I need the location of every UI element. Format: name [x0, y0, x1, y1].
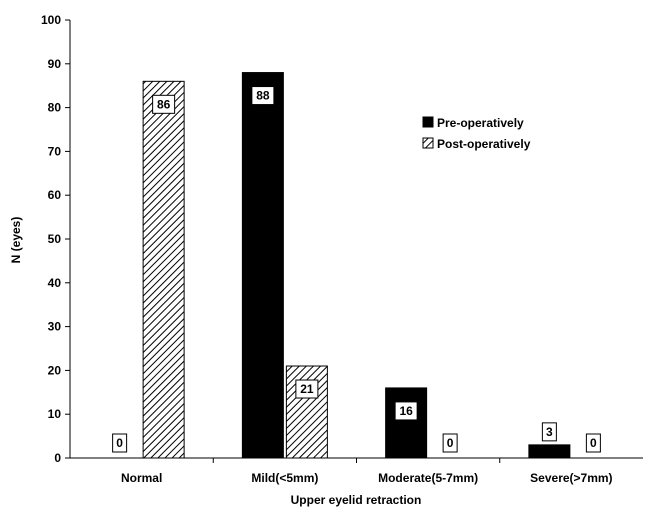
legend-swatch-post [422, 137, 434, 149]
y-tick-label: 10 [48, 407, 62, 421]
x-tick-label: Mild(<5mm) [251, 471, 318, 485]
y-axis-title: N (eyes) [9, 217, 23, 264]
y-tick-label: 70 [48, 144, 62, 158]
data-label-box [251, 86, 275, 106]
y-tick-label: 30 [48, 320, 62, 334]
y-tick-label: 60 [48, 188, 62, 202]
axes [69, 20, 643, 459]
data-label-box [152, 94, 176, 114]
x-tick-label: Moderate(5-7mm) [378, 471, 478, 485]
x-tick-label: Severe(>7mm) [530, 471, 612, 485]
legend-swatch-pre [422, 116, 434, 128]
data-label-box [394, 401, 418, 421]
data-label-box [541, 422, 557, 442]
data-labels: 0 86 88 21 16 0 3 0 [112, 86, 601, 453]
x-axis-ticks: Normal Mild(<5mm) Moderate(5-7mm) Severe(>7… [121, 458, 613, 485]
bar-pre [385, 387, 428, 459]
y-tick-label: 40 [48, 276, 62, 290]
legend-label-post: Post-operatively [437, 137, 531, 151]
x-tick-label: Normal [121, 471, 162, 485]
y-tick-label: 100 [41, 13, 61, 27]
data-label-box [112, 433, 128, 453]
data-label-box [442, 433, 458, 453]
data-label: 88 [256, 89, 270, 103]
y-axis-ticks: 0 10 20 30 40 50 60 70 80 90 100 [41, 13, 70, 465]
data-label: 86 [157, 97, 171, 111]
y-tick-label: 50 [48, 232, 62, 246]
data-label: 0 [116, 436, 123, 450]
bar-pre [528, 444, 571, 459]
bar-post [142, 80, 185, 459]
y-tick-label: 20 [48, 363, 62, 377]
y-tick-label: 90 [48, 57, 62, 71]
data-label: 21 [300, 382, 314, 396]
bar-pre [241, 72, 284, 459]
data-label: 3 [546, 425, 553, 439]
legend: Pre-operatively Post-operatively [422, 116, 531, 151]
data-label: 0 [590, 436, 597, 450]
data-label: 0 [447, 436, 454, 450]
legend-label-pre: Pre-operatively [437, 116, 524, 130]
data-label: 16 [399, 404, 413, 418]
data-label-box [585, 433, 601, 453]
bars [142, 72, 571, 459]
y-tick-label: 0 [54, 451, 61, 465]
x-axis-title: Upper eyelid retraction [291, 493, 422, 507]
y-tick-label: 80 [48, 101, 62, 115]
data-label-box [295, 379, 319, 399]
